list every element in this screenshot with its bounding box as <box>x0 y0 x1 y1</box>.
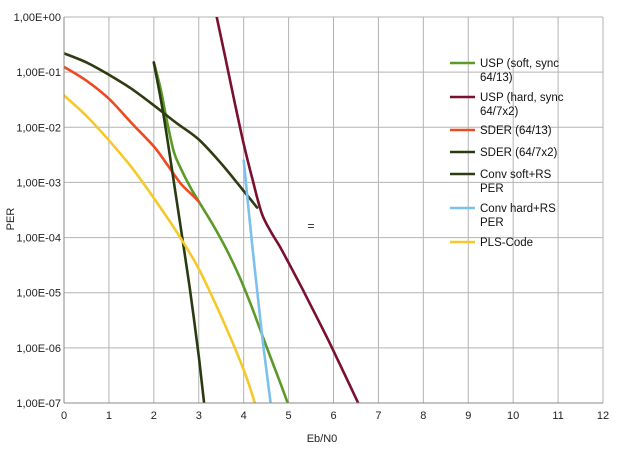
legend-label: PER <box>480 183 504 195</box>
y-tick-label: 1,00E-02 <box>16 122 61 134</box>
x-tick-label: 7 <box>375 410 381 422</box>
y-tick-label: 1,00E-05 <box>16 288 61 300</box>
series-line-conv-hard-rs-per <box>242 159 272 403</box>
series-line-pls-code <box>64 94 257 403</box>
legend-label: SDER (64/13) <box>480 125 552 137</box>
y-axis-title: PER <box>5 208 17 231</box>
legend: USP (soft, sync 64/13) USP (hard, sync 64/7… <box>450 58 564 249</box>
series-line-usp-soft-sync-64-13 <box>152 61 289 403</box>
y-tick-label: 1,00E-06 <box>16 343 61 355</box>
legend-entry: Conv hard+RS PER <box>450 203 556 229</box>
x-tick-label: 3 <box>196 410 202 422</box>
x-tick-label: 12 <box>597 410 609 422</box>
x-tick-label: 1 <box>106 410 112 422</box>
x-tick-label: 8 <box>420 410 426 422</box>
x-tick-label: 11 <box>552 410 563 422</box>
x-axis-title: Eb/N0 <box>307 433 338 445</box>
legend-entry: SDER (64/7x2) <box>450 147 558 159</box>
legend-label: USP (hard, sync <box>480 92 564 104</box>
series-line-conv-soft-rs-per <box>64 52 259 209</box>
series-line-usp-hard-sync-64-7x2 <box>215 17 360 403</box>
y-tick-label: 1,00E+00 <box>14 12 61 24</box>
x-tick-label: 9 <box>465 410 471 422</box>
x-tick-label: 6 <box>330 410 336 422</box>
legend-label: PER <box>480 217 504 229</box>
x-tick-label: 4 <box>241 410 247 422</box>
legend-label: Conv hard+RS <box>480 203 556 215</box>
y-tick-label: 1,00E-04 <box>16 233 61 245</box>
legend-label: Conv soft+RS <box>480 169 552 181</box>
legend-label: PLS-Code <box>480 237 533 249</box>
legend-label: USP (soft, sync <box>480 58 559 70</box>
equals-annotation: = <box>307 219 314 233</box>
legend-entry: PLS-Code <box>450 237 533 249</box>
legend-label: 64/13) <box>480 72 513 84</box>
legend-label: 64/7x2) <box>480 106 519 118</box>
series-line-sder-64-7x2 <box>152 61 206 403</box>
x-tick-label: 2 <box>151 410 157 422</box>
series-lines <box>64 17 360 403</box>
y-tick-label: 1,00E-07 <box>16 398 61 410</box>
x-tick-label: 10 <box>507 410 519 422</box>
series-line-sder-64-13 <box>64 65 201 203</box>
axes <box>63 17 603 404</box>
x-tick-label: 5 <box>286 410 292 422</box>
legend-entry: Conv soft+RS PER <box>450 169 552 195</box>
x-tick-label: 0 <box>61 410 67 422</box>
legend-label: SDER (64/7x2) <box>480 147 558 159</box>
tick-labels: 0 1 2 3 4 5 6 7 8 9 10 11 121,00E-071,00E-061,00E-05… <box>14 12 610 422</box>
legend-entry: USP (soft, sync 64/13) <box>450 58 559 84</box>
y-tick-label: 1,00E-01 <box>16 67 61 79</box>
y-tick-label: 1,00E-03 <box>16 177 61 189</box>
legend-entry: SDER (64/13) <box>450 125 552 137</box>
legend-entry: USP (hard, sync 64/7x2) <box>450 92 564 118</box>
